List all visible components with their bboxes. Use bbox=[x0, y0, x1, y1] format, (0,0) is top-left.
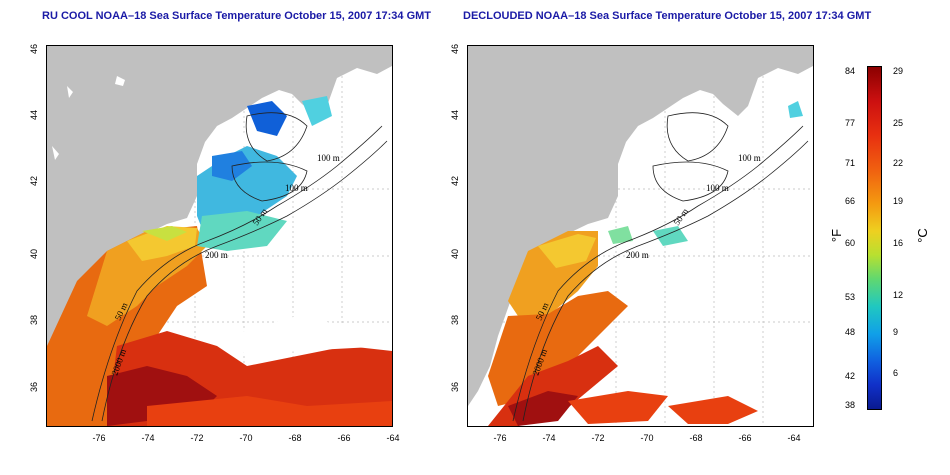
celsius-unit-label: °C bbox=[914, 228, 930, 243]
colorbar-c-tick: 6 bbox=[893, 368, 899, 378]
right-map-title: DECLOUDED NOAA–18 Sea Surface Temperatur… bbox=[463, 10, 872, 22]
colorbar-c-tick: 29 bbox=[893, 66, 904, 76]
x-tick-label: -70 bbox=[239, 433, 253, 443]
y-tick-label: 44 bbox=[29, 110, 39, 121]
colorbar-f-tick: 71 bbox=[845, 158, 856, 168]
x-tick-label: -64 bbox=[386, 433, 400, 443]
land-mass bbox=[47, 46, 392, 406]
contour-label: 100 m bbox=[738, 153, 761, 163]
y-tick-label: 46 bbox=[29, 44, 39, 55]
x-tick-label: -66 bbox=[337, 433, 351, 443]
colorbar-c-tick: 22 bbox=[893, 158, 904, 168]
sst-field bbox=[488, 101, 803, 426]
right-sst-map: 100 m 100 m 50 m 200 m 50 m 2000 m bbox=[467, 45, 814, 427]
x-tick-label: -68 bbox=[288, 433, 302, 443]
x-tick-label: -72 bbox=[591, 433, 605, 443]
x-tick-label: -64 bbox=[787, 433, 801, 443]
x-tick-label: -68 bbox=[689, 433, 703, 443]
sst-field bbox=[47, 96, 392, 426]
contour-label: 200 m bbox=[205, 250, 228, 260]
y-tick-label: 40 bbox=[450, 249, 460, 260]
contour-label: 50 m bbox=[671, 206, 690, 227]
x-tick-label: -72 bbox=[190, 433, 204, 443]
contour-label: 100 m bbox=[317, 153, 340, 163]
y-tick-label: 40 bbox=[29, 249, 39, 260]
x-tick-label: -70 bbox=[640, 433, 654, 443]
y-tick-label: 36 bbox=[450, 382, 460, 393]
contour-label: 100 m bbox=[285, 183, 308, 193]
temperature-colorbar bbox=[867, 66, 882, 410]
bathymetry-contours bbox=[91, 112, 388, 422]
x-tick-label: -76 bbox=[493, 433, 507, 443]
left-map-title: RU COOL NOAA–18 Sea Surface Temperature … bbox=[42, 10, 432, 22]
colorbar-c-tick: 19 bbox=[893, 196, 904, 206]
colorbar-c-tick: 9 bbox=[893, 327, 899, 337]
y-tick-label: 36 bbox=[29, 382, 39, 393]
y-tick-label: 46 bbox=[450, 44, 460, 55]
colorbar-c-tick: 16 bbox=[893, 238, 904, 248]
y-tick-label: 38 bbox=[29, 315, 39, 326]
colorbar-f-tick: 53 bbox=[845, 292, 856, 302]
x-tick-label: -74 bbox=[542, 433, 556, 443]
colorbar-f-tick: 48 bbox=[845, 327, 856, 337]
x-tick-label: -76 bbox=[92, 433, 106, 443]
y-tick-label: 42 bbox=[29, 176, 39, 187]
contour-label: 100 m bbox=[706, 183, 729, 193]
colorbar-f-tick: 60 bbox=[845, 238, 856, 248]
y-tick-label: 38 bbox=[450, 315, 460, 326]
land-mass bbox=[468, 46, 813, 406]
colorbar-c-tick: 25 bbox=[893, 118, 904, 128]
left-sst-map: 100 m 100 m 50 m 200 m 50 m 2000 m bbox=[46, 45, 393, 427]
colorbar-f-tick: 38 bbox=[845, 400, 856, 410]
colorbar-f-tick: 42 bbox=[845, 371, 856, 381]
y-tick-label: 42 bbox=[450, 176, 460, 187]
colorbar-f-tick: 66 bbox=[845, 196, 856, 206]
y-tick-label: 44 bbox=[450, 110, 460, 121]
contour-label: 200 m bbox=[626, 250, 649, 260]
colorbar-f-tick: 84 bbox=[845, 66, 856, 76]
x-tick-label: -74 bbox=[141, 433, 155, 443]
bathymetry-contours bbox=[512, 112, 809, 422]
x-tick-label: -66 bbox=[738, 433, 752, 443]
fahrenheit-unit-label: °F bbox=[829, 228, 845, 243]
colorbar-c-tick: 12 bbox=[893, 290, 904, 300]
colorbar-f-tick: 77 bbox=[845, 118, 856, 128]
